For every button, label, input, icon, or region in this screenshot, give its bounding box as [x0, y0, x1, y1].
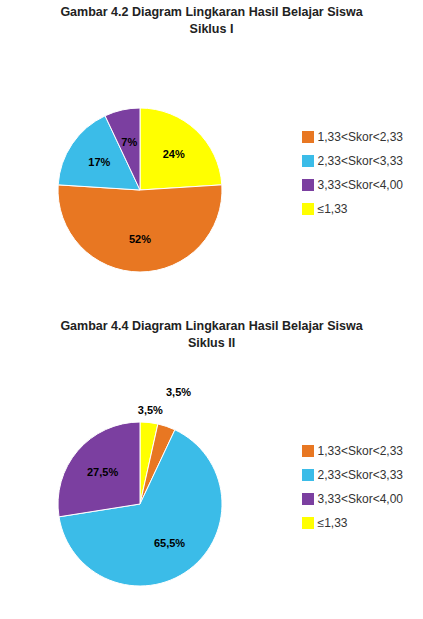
svg-text:7%: 7%	[121, 136, 137, 148]
html-text:Siklus II: Siklus II	[187, 336, 236, 350]
svg-text:65,5%: 65,5%	[154, 537, 185, 549]
html-text:2,33<Skor<3,33: 2,33<Skor<3,33	[317, 467, 403, 482]
html-text:2,33<Skor<3,33: 2,33<Skor<3,33	[317, 153, 403, 168]
svg-text:17%: 17%	[88, 156, 110, 168]
html-text:Siklus I: Siklus I	[189, 22, 234, 36]
svg-text:3,5%: 3,5%	[166, 386, 191, 398]
svg-text:3,5%: 3,5%	[138, 404, 163, 416]
html-text:Gambar 4.4 Diagram Lingkaran H: Gambar 4.4 Diagram Lingkaran Hasil Belaj…	[60, 319, 363, 333]
html-text:1,33<Skor<2,33: 1,33<Skor<2,33	[317, 129, 403, 144]
svg-text:52%: 52%	[129, 233, 151, 245]
svg-text:24%: 24%	[163, 148, 185, 160]
html-text:≤1,33: ≤1,33	[317, 201, 348, 216]
html-text:3,33<Skor<4,00: 3,33<Skor<4,00	[317, 177, 403, 192]
svg-text:27,5%: 27,5%	[87, 466, 118, 478]
html-text:≤1,33: ≤1,33	[317, 515, 348, 530]
html-text:3,33<Skor<4,00: 3,33<Skor<4,00	[317, 491, 403, 506]
html-text:Gambar 4.2 Diagram Lingkaran H: Gambar 4.2 Diagram Lingkaran Hasil Belaj…	[60, 5, 363, 19]
html-text:1,33<Skor<2,33: 1,33<Skor<2,33	[317, 443, 403, 458]
